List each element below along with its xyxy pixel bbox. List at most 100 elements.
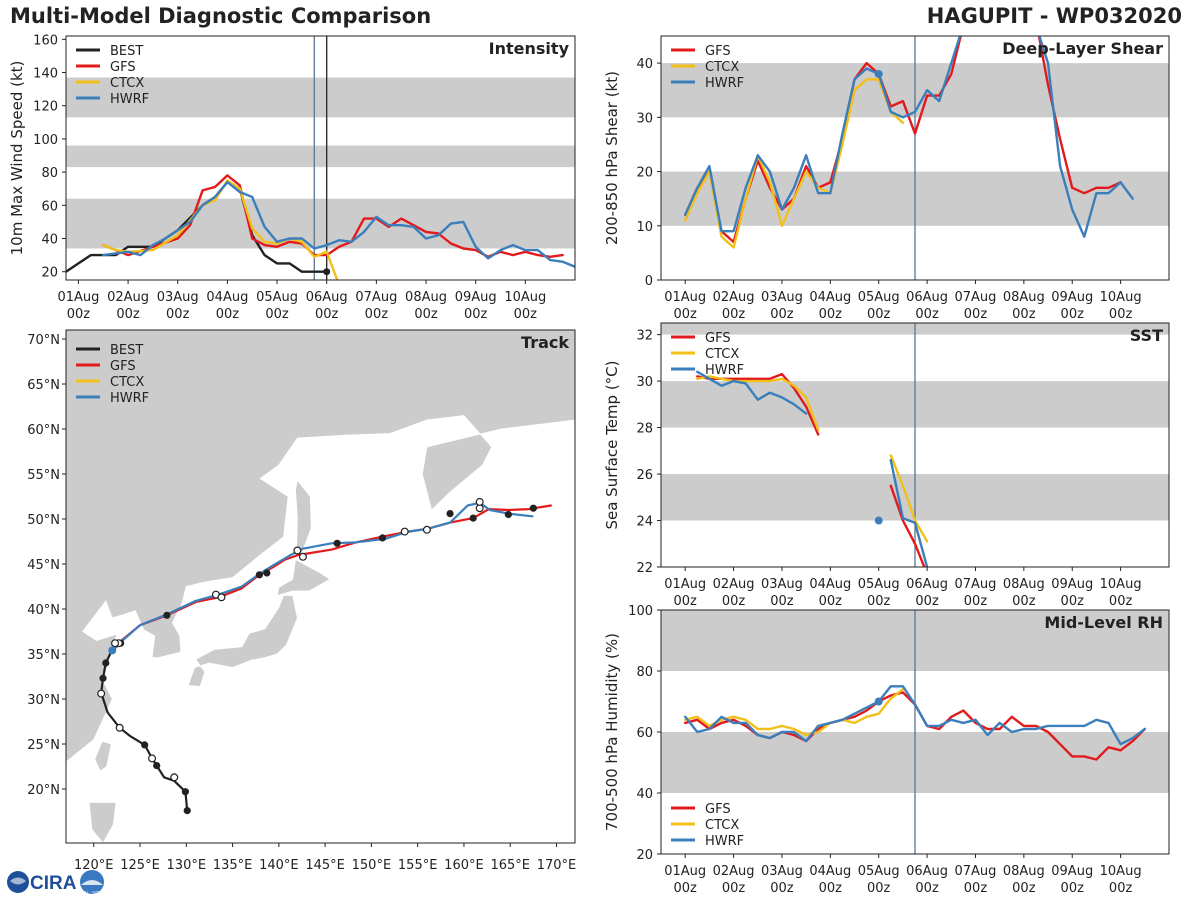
track-position-dot [183, 807, 191, 815]
rh-xtick-date: 03Aug [761, 864, 803, 879]
track-position-open-dot [148, 754, 157, 763]
intensity-xtick-hour: 00z [414, 307, 438, 322]
track-xtick-label: 120°E [74, 858, 114, 873]
intensity-panel-title: Intensity [489, 39, 570, 58]
intensity-frame [65, 35, 576, 281]
shear-ytick-label: 0 [645, 274, 653, 289]
rh-series-hwrf [684, 685, 1146, 746]
shear-frame [660, 35, 1170, 281]
shear-xtick-hour: 00z [1012, 307, 1036, 322]
shear-xtick-hour: 00z [1061, 307, 1085, 322]
shear-xtick-date: 05Aug [858, 290, 900, 305]
sst-legend-label-ctcx: CTCX [705, 347, 739, 362]
track-position-dot [141, 741, 149, 749]
track-ytick-label: 30°N [27, 693, 60, 708]
sst-xtick-date: 09Aug [1051, 577, 1093, 592]
shear-xtick-hour: 00z [867, 307, 891, 322]
shear-xtick-hour: 00z [770, 307, 794, 322]
rh-ytick-label: 60 [636, 726, 653, 741]
cira-logo: CIRA CSU · NOAA [7, 870, 105, 895]
track-legend-label-hwrf: HWRF [110, 391, 149, 406]
intensity-plot-area [66, 36, 575, 280]
sst-series-ctcx [696, 375, 820, 432]
track-panel-title: Track [521, 333, 569, 352]
rh-xtick-hour: 00z [722, 881, 746, 896]
sst-analysis-point [874, 516, 883, 525]
shear-series-ctcx [684, 78, 905, 249]
track-position-dot [263, 569, 271, 577]
intensity-ytick-label: 160 [33, 33, 58, 48]
shear-ytick-label: 30 [636, 111, 653, 126]
rh-ytick-label: 100 [628, 604, 653, 619]
sst-series-hwrf [696, 370, 808, 415]
sst-ylabel: Sea Surface Temp (°C) [603, 360, 621, 529]
intensity-shade-band [66, 77, 575, 118]
track-xtick-label: 135°E [213, 858, 253, 873]
shear-ytick-label: 10 [636, 220, 653, 235]
intensity-series-hwrf [102, 180, 575, 268]
rh-legend-label-gfs: GFS [705, 802, 731, 817]
rh-xtick-date: 08Aug [1003, 864, 1045, 879]
land-honshu [187, 595, 298, 687]
sst-xtick-hour: 00z [964, 594, 988, 609]
sst-xtick-date: 03Aug [761, 577, 803, 592]
track-plot-area [66, 330, 575, 843]
track-xtick-label: 160°E [444, 858, 484, 873]
rh-panel-title: Mid-Level RH [1044, 613, 1163, 632]
sst-xtick-hour: 00z [867, 594, 891, 609]
track-xtick-label: 165°E [490, 858, 530, 873]
track-position-open-dot [217, 593, 226, 602]
rh-xtick-date: 04Aug [809, 864, 851, 879]
rh-xtick-date: 10Aug [1100, 864, 1142, 879]
intensity-xtick-date: 10Aug [504, 290, 546, 305]
intensity-xtick-hour: 00z [514, 307, 538, 322]
track-position-dot [446, 509, 454, 518]
track-position-dot [181, 788, 189, 796]
track-position-open-dot [111, 639, 120, 648]
shear-xtick-hour: 00z [1109, 307, 1133, 322]
track-position-dot [255, 571, 264, 579]
intensity-xtick-hour: 00z [315, 307, 339, 322]
track-position-dot [163, 611, 171, 619]
sst-panel-title: SST [1130, 326, 1163, 345]
shear-xtick-date: 09Aug [1051, 290, 1093, 305]
track-position-open-dot [422, 525, 431, 534]
sst-series-gfs [889, 484, 926, 567]
track-xtick-label: 130°E [167, 858, 207, 873]
shear-xtick-date: 02Aug [713, 290, 755, 305]
land-luzon [88, 802, 117, 843]
sst-xtick-date: 07Aug [955, 577, 997, 592]
rh-xtick-hour: 00z [867, 881, 891, 896]
rh-xtick-date: 06Aug [906, 864, 948, 879]
figure-title: Multi-Model Diagnostic Comparison [10, 4, 432, 28]
shear-xtick-hour: 00z [722, 307, 746, 322]
rh-ytick-label: 40 [636, 787, 653, 802]
sst-ytick-label: 32 [636, 329, 653, 344]
land-asia-mainland [66, 330, 575, 763]
rh-legend-label-ctcx: CTCX [705, 818, 739, 833]
sst-xtick-hour: 00z [722, 594, 746, 609]
sst-xtick-hour: 00z [770, 594, 794, 609]
intensity-ytick-label: 80 [41, 166, 58, 181]
track-series-hwrf [110, 501, 534, 653]
sst-ytick-label: 22 [636, 561, 653, 576]
rh-xtick-hour: 00z [770, 881, 794, 896]
shear-xtick-hour: 00z [674, 307, 698, 322]
sst-xtick-hour: 00z [1109, 594, 1133, 609]
track-xtick-label: 170°E [537, 858, 577, 873]
rh-xtick-hour: 00z [915, 881, 939, 896]
intensity-xtick-date: 08Aug [405, 290, 447, 305]
sst-xtick-date: 02Aug [713, 577, 755, 592]
shear-ytick-label: 20 [636, 166, 653, 181]
intensity-ytick-label: 60 [41, 199, 58, 214]
track-position-open-dot [170, 773, 179, 782]
sst-ytick-label: 26 [636, 468, 653, 483]
track-position-dot [529, 504, 537, 512]
track-position-open-dot [400, 527, 409, 536]
rh-xtick-date: 07Aug [955, 864, 997, 879]
track-position-dot [469, 514, 477, 522]
track-xtick-label: 150°E [352, 858, 392, 873]
land-hokkaido [276, 558, 331, 597]
sst-frame [660, 322, 1170, 568]
